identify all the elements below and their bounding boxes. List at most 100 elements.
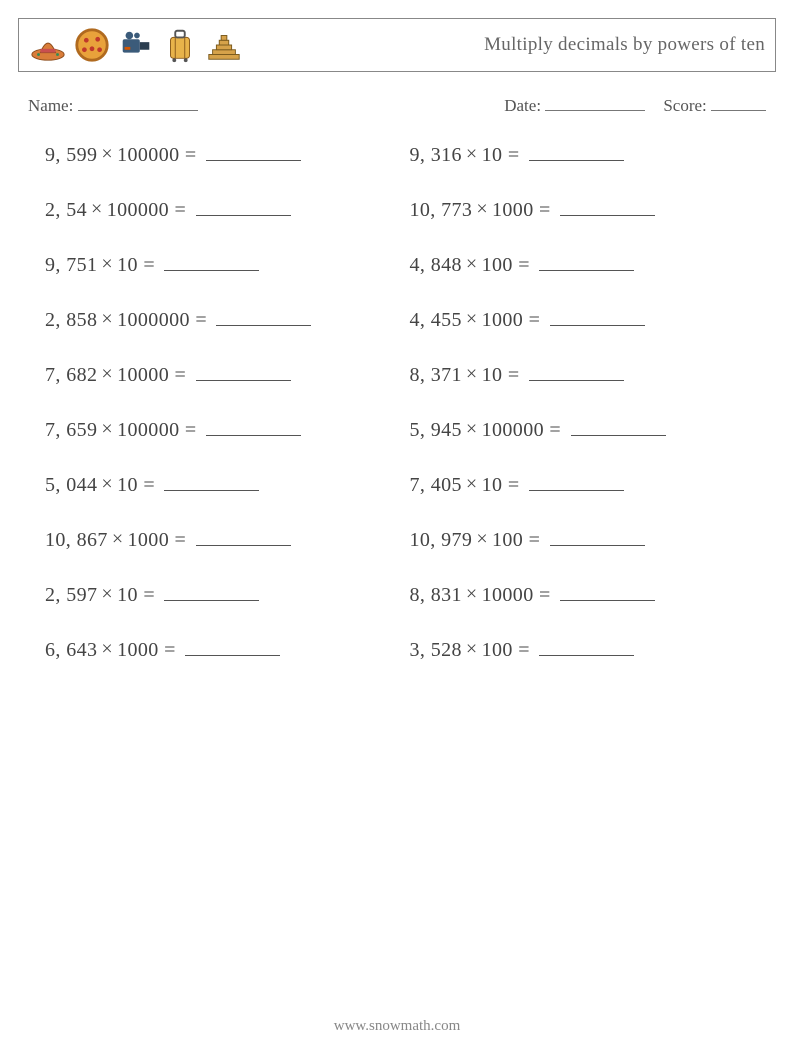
times-symbol: × xyxy=(466,253,478,276)
answer-blank[interactable] xyxy=(196,195,291,216)
times-symbol: × xyxy=(466,363,478,386)
operand-a: 3, 528 xyxy=(410,639,462,661)
problem: 9, 599×100000 = xyxy=(45,140,400,167)
answer-blank[interactable] xyxy=(164,580,259,601)
operand-b: 100000 xyxy=(117,419,179,441)
answer-blank[interactable] xyxy=(560,195,655,216)
times-symbol: × xyxy=(466,583,478,606)
operand-b: 1000000 xyxy=(117,309,190,331)
operand-a: 5, 044 xyxy=(45,474,97,496)
problems-grid: 9, 599×100000 = 9, 316×10 = 2, 54×100000… xyxy=(45,140,764,662)
operand-a: 8, 831 xyxy=(410,584,462,606)
operand-b: 1000 xyxy=(128,529,170,551)
problem: 10, 773×1000 = xyxy=(410,195,765,222)
answer-blank[interactable] xyxy=(206,140,301,161)
operand-b: 100 xyxy=(482,639,513,661)
problem: 9, 316×10 = xyxy=(410,140,765,167)
times-symbol: × xyxy=(476,528,488,551)
times-symbol: × xyxy=(466,638,478,661)
equals-symbol: = xyxy=(508,474,520,496)
equals-symbol: = xyxy=(143,254,155,276)
operand-a: 9, 599 xyxy=(45,144,97,166)
answer-blank[interactable] xyxy=(550,305,645,326)
footer-url: www.snowmath.com xyxy=(0,1018,794,1035)
header-icons xyxy=(29,26,243,64)
times-symbol: × xyxy=(466,473,478,496)
operand-a: 4, 848 xyxy=(410,254,462,276)
answer-blank[interactable] xyxy=(196,525,291,546)
problem: 2, 597×10 = xyxy=(45,580,400,607)
operand-a: 9, 316 xyxy=(410,144,462,166)
answer-blank[interactable] xyxy=(164,250,259,271)
operand-a: 10, 867 xyxy=(45,529,108,551)
operand-b: 10000 xyxy=(482,584,534,606)
equals-symbol: = xyxy=(175,529,187,551)
equals-symbol: = xyxy=(143,584,155,606)
operand-b: 10 xyxy=(482,144,503,166)
equals-symbol: = xyxy=(529,529,541,551)
answer-blank[interactable] xyxy=(560,580,655,601)
times-symbol: × xyxy=(101,583,113,606)
answer-blank[interactable] xyxy=(539,635,634,656)
problem: 4, 848×100 = xyxy=(410,250,765,277)
operand-b: 100 xyxy=(482,254,513,276)
equals-symbol: = xyxy=(175,199,187,221)
equals-symbol: = xyxy=(508,144,520,166)
answer-blank[interactable] xyxy=(529,360,624,381)
operand-a: 9, 751 xyxy=(45,254,97,276)
problem: 8, 371×10 = xyxy=(410,360,765,387)
name-field: Name: xyxy=(28,92,198,116)
operand-a: 7, 405 xyxy=(410,474,462,496)
problem: 2, 858×1000000 = xyxy=(45,305,400,332)
problem: 7, 682×10000 = xyxy=(45,360,400,387)
answer-blank[interactable] xyxy=(185,635,280,656)
times-symbol: × xyxy=(466,143,478,166)
operand-a: 6, 643 xyxy=(45,639,97,661)
name-blank[interactable] xyxy=(78,92,198,111)
answer-blank[interactable] xyxy=(529,470,624,491)
operand-a: 10, 773 xyxy=(410,199,473,221)
meta-row: Name: Date: Score: xyxy=(28,92,766,116)
times-symbol: × xyxy=(91,198,103,221)
operand-a: 8, 371 xyxy=(410,364,462,386)
equals-symbol: = xyxy=(508,364,520,386)
operand-b: 100000 xyxy=(117,144,179,166)
operand-a: 2, 597 xyxy=(45,584,97,606)
problem: 8, 831×10000 = xyxy=(410,580,765,607)
pyramid-icon xyxy=(205,26,243,64)
sombrero-icon xyxy=(29,26,67,64)
problem: 4, 455×1000 = xyxy=(410,305,765,332)
operand-b: 1000 xyxy=(482,309,524,331)
equals-symbol: = xyxy=(185,419,197,441)
times-symbol: × xyxy=(101,253,113,276)
operand-a: 7, 659 xyxy=(45,419,97,441)
problem: 6, 643×1000 = xyxy=(45,635,400,662)
times-symbol: × xyxy=(466,308,478,331)
answer-blank[interactable] xyxy=(550,525,645,546)
equals-symbol: = xyxy=(539,584,551,606)
score-label: Score: xyxy=(663,96,706,115)
header-box: Multiply decimals by powers of ten xyxy=(18,18,776,72)
answer-blank[interactable] xyxy=(164,470,259,491)
answer-blank[interactable] xyxy=(196,360,291,381)
answer-blank[interactable] xyxy=(206,415,301,436)
times-symbol: × xyxy=(112,528,124,551)
answer-blank[interactable] xyxy=(529,140,624,161)
equals-symbol: = xyxy=(175,364,187,386)
operand-a: 5, 945 xyxy=(410,419,462,441)
equals-symbol: = xyxy=(518,254,530,276)
answer-blank[interactable] xyxy=(539,250,634,271)
operand-b: 10 xyxy=(117,254,138,276)
answer-blank[interactable] xyxy=(216,305,311,326)
equals-symbol: = xyxy=(164,639,176,661)
score-blank[interactable] xyxy=(711,92,766,111)
problem: 10, 867×1000 = xyxy=(45,525,400,552)
date-blank[interactable] xyxy=(545,92,645,111)
times-symbol: × xyxy=(101,473,113,496)
times-symbol: × xyxy=(101,308,113,331)
equals-symbol: = xyxy=(549,419,561,441)
problem: 3, 528×100 = xyxy=(410,635,765,662)
score-field: Score: xyxy=(663,92,766,116)
answer-blank[interactable] xyxy=(571,415,666,436)
name-label: Name: xyxy=(28,96,73,115)
